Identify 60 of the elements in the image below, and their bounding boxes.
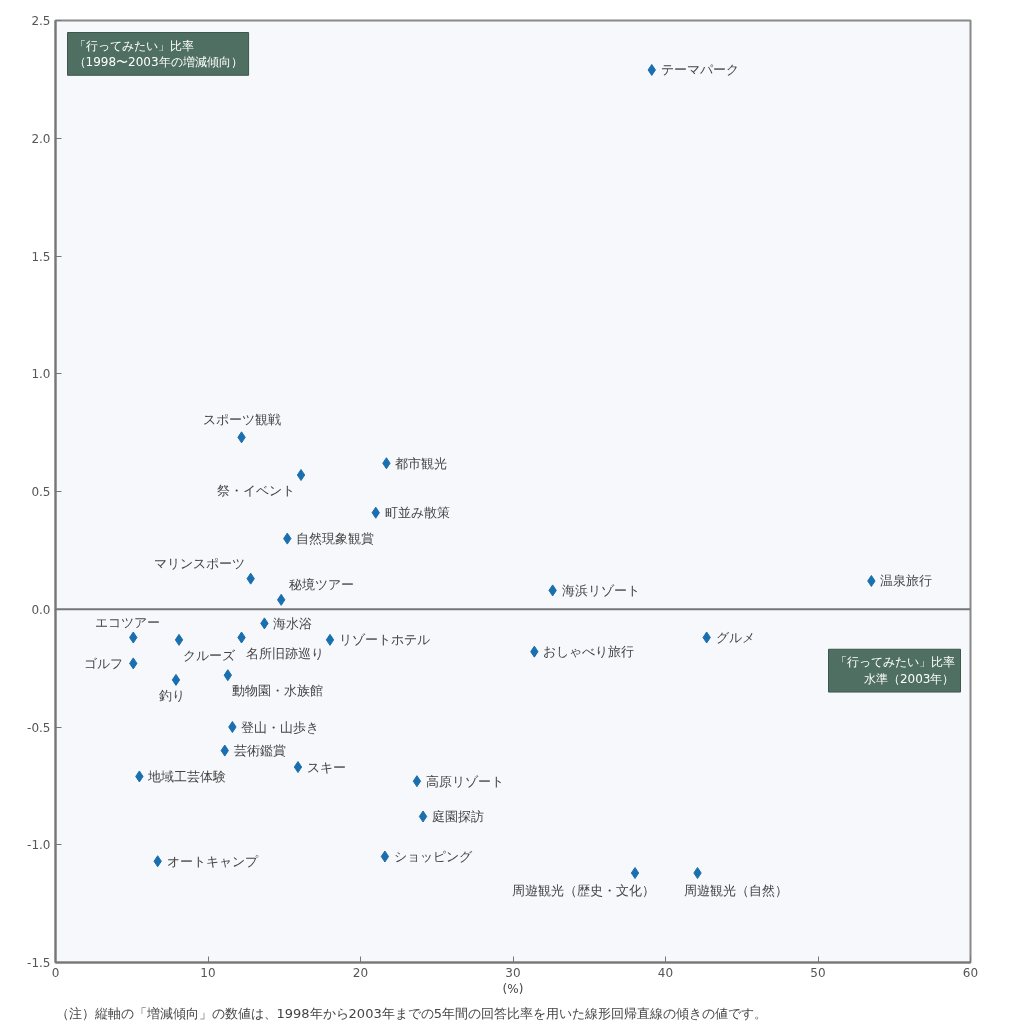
- text: （注）縦軸の「増減傾向」の数値は、1998年から2003年までの5年間の回答比率を用いた線形回帰直線の傾きの値です。: [55, 1005, 767, 1021]
- annotation: 秘境ツアー: [289, 576, 355, 592]
- y-axis-title: 「行ってみたい」比率（1998〜2003年の増減傾向）: [73, 38, 243, 70]
- point: [293, 761, 303, 774]
- x-tick-label: 40: [657, 965, 674, 980]
- x-tick-label: 0: [51, 965, 60, 980]
- point: [325, 633, 335, 646]
- annotation: 温泉旅行: [880, 573, 933, 589]
- x-tick-label: 60: [962, 965, 979, 980]
- point: [296, 469, 306, 482]
- y-tick-label: 1.0: [31, 367, 51, 382]
- annotation: 自然現象観賞: [296, 531, 375, 547]
- annotation: 名所旧跡巡り: [245, 645, 324, 661]
- point: [228, 721, 237, 733]
- y-tick-label: 2.5: [31, 14, 51, 28]
- point: [412, 775, 422, 788]
- annotation: テーマパーク: [660, 62, 739, 78]
- annotation: ゴルフ: [84, 655, 124, 671]
- annotation: 海浜リゾート: [561, 582, 640, 598]
- annotation: 芸術鑑賞: [233, 743, 286, 759]
- annotation: 動物園・水族館: [231, 683, 323, 699]
- y-tick-label: -0.5: [27, 720, 51, 735]
- annotation: グルメ: [715, 630, 755, 646]
- y-tick-label: -1.5: [27, 956, 51, 970]
- annotation: リゾートホテル: [339, 632, 430, 648]
- annotation: マリンスポーツ: [153, 555, 245, 571]
- y-tick-label: 0.5: [31, 485, 51, 499]
- y-tick-label: 0.0: [31, 602, 51, 617]
- y-tick-label: 2.0: [31, 131, 51, 146]
- annotation: ショッピング: [393, 849, 473, 865]
- annotation: 地域工芸体験: [147, 768, 227, 784]
- annotation: 周遊観光（自然）: [683, 883, 788, 899]
- point: [380, 850, 390, 863]
- annotation: 都市観光: [395, 455, 448, 471]
- annotation: 周遊観光（歴史・文化）: [512, 883, 655, 899]
- annotation: 庭園探訪: [432, 808, 485, 824]
- point: [174, 633, 184, 646]
- point: [171, 673, 181, 686]
- y-tick-label: -1.0: [27, 838, 51, 853]
- annotation: クルーズ: [183, 647, 237, 663]
- y-tick-label: 1.5: [31, 249, 51, 264]
- x-tick-label: 50: [810, 965, 826, 980]
- annotation: 高原リゾート: [425, 773, 504, 789]
- annotation: 祭・イベント: [217, 483, 296, 499]
- annotation: オートキャンプ: [166, 853, 259, 869]
- annotation: 登山・山歩き: [241, 719, 320, 735]
- x-axis-title: 「行ってみたい」比率水準（2003年）: [834, 655, 955, 687]
- point: [630, 867, 640, 880]
- annotation: 釣り: [158, 687, 185, 703]
- text: (%): [502, 981, 524, 996]
- annotation: スキー: [306, 759, 346, 775]
- annotation: おしゃべり旅行: [543, 644, 635, 660]
- annotation: 海水浴: [273, 615, 313, 631]
- annotation: 町並み散策: [384, 505, 450, 521]
- x-tick-label: 30: [505, 965, 521, 980]
- x-tick-label: 10: [200, 965, 216, 980]
- annotation: エコツアー: [94, 614, 160, 630]
- x-tick-label: 20: [352, 965, 369, 980]
- annotation: スポーツ観戦: [202, 412, 281, 428]
- point: [418, 810, 428, 823]
